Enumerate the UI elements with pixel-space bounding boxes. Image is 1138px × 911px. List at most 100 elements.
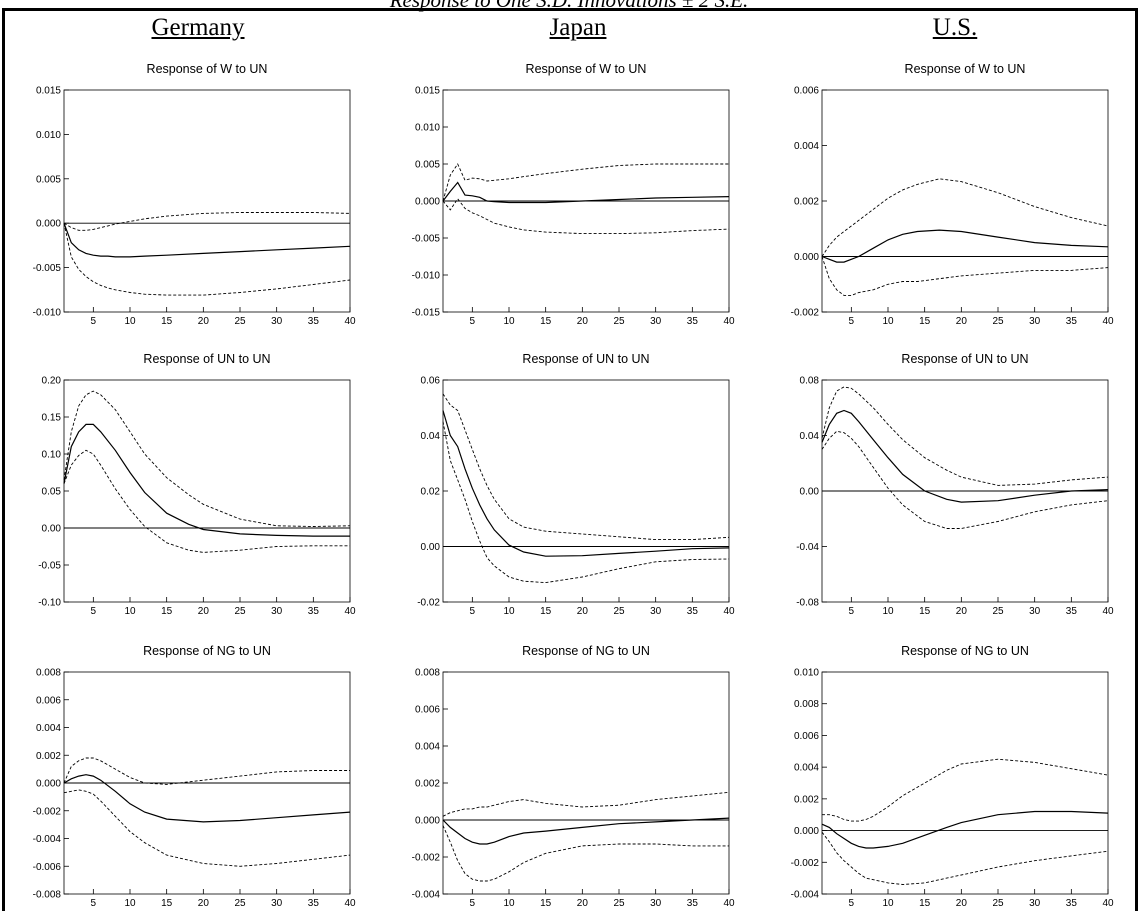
y-tick-label: 0.005 xyxy=(415,160,440,171)
y-tick-label: 0.000 xyxy=(36,219,61,230)
y-tick-label: -0.002 xyxy=(791,308,820,319)
x-tick-label: 15 xyxy=(919,316,931,327)
x-tick-label: 25 xyxy=(992,898,1004,909)
x-tick-label: 10 xyxy=(882,606,894,617)
y-tick-label: 0.008 xyxy=(794,699,819,710)
response-line xyxy=(63,774,351,823)
panel-title: Response of UN to UN xyxy=(901,352,1028,366)
x-tick-label: 25 xyxy=(234,606,246,617)
y-tick-label: 0.00 xyxy=(421,542,441,553)
y-tick-label: -0.05 xyxy=(38,561,61,572)
x-tick-label: 35 xyxy=(1066,316,1078,327)
x-tick-label: 35 xyxy=(687,898,699,909)
x-tick-label: 20 xyxy=(956,898,968,909)
y-tick-label: 0.008 xyxy=(415,668,440,679)
response-line xyxy=(63,423,350,537)
confidence-band-line xyxy=(442,825,729,882)
y-tick-label: 0.015 xyxy=(36,86,61,97)
x-tick-label: 40 xyxy=(344,316,356,327)
confidence-band-line xyxy=(821,178,1109,257)
x-tick-label: 40 xyxy=(723,316,735,327)
chart-panel: Response of UN to UN -0.02 0.00 0.02 0.04 0.0… xyxy=(417,352,735,617)
y-tick-label: 0.000 xyxy=(415,197,440,208)
y-tick-label: -0.10 xyxy=(38,598,61,609)
y-tick-label: 0.000 xyxy=(794,826,819,837)
x-tick-label: 5 xyxy=(91,898,97,909)
y-tick-label: 0.10 xyxy=(42,450,62,461)
y-tick-label: 0.000 xyxy=(36,779,61,790)
x-tick-label: 15 xyxy=(919,898,931,909)
y-tick-label: -0.002 xyxy=(33,806,62,817)
x-tick-label: 15 xyxy=(540,606,552,617)
x-tick-label: 15 xyxy=(161,898,173,909)
y-tick-label: 0.004 xyxy=(36,723,61,734)
x-tick-label: 10 xyxy=(503,606,515,617)
panel-title: Response of UN to UN xyxy=(143,352,270,366)
x-tick-label: 5 xyxy=(849,316,855,327)
y-tick-label: -0.004 xyxy=(33,834,62,845)
y-tick-label: 0.006 xyxy=(415,705,440,716)
x-tick-label: 30 xyxy=(1029,898,1041,909)
panel-title: Response of NG to UN xyxy=(143,644,271,658)
response-line xyxy=(821,810,1109,849)
x-tick-label: 40 xyxy=(344,606,356,617)
x-tick-label: 20 xyxy=(577,316,589,327)
confidence-band-line xyxy=(442,198,730,235)
y-tick-label: -0.005 xyxy=(412,234,441,245)
y-tick-label: -0.004 xyxy=(412,890,441,901)
x-tick-label: 40 xyxy=(1102,898,1114,909)
y-tick-label: -0.008 xyxy=(33,890,62,901)
x-tick-label: 5 xyxy=(849,606,855,617)
confidence-band-line xyxy=(63,390,351,527)
y-tick-label: 0.00 xyxy=(42,524,62,535)
chart-panel: Response of W to UN -0.010 -0.005 0.000 0.00… xyxy=(33,62,356,327)
x-tick-label: 30 xyxy=(271,606,283,617)
plot-frame xyxy=(442,379,730,603)
x-tick-label: 30 xyxy=(271,898,283,909)
x-tick-label: 25 xyxy=(613,898,625,909)
y-tick-label: 0.004 xyxy=(794,141,819,152)
confidence-band-line xyxy=(63,757,350,785)
x-tick-label: 5 xyxy=(470,898,476,909)
x-tick-label: 40 xyxy=(1102,316,1114,327)
panel-title: Response of W to UN xyxy=(526,62,647,76)
confidence-band-line xyxy=(63,212,351,231)
confidence-band-line xyxy=(63,223,351,296)
column-title-us: U.S. xyxy=(932,14,978,41)
plot-frame xyxy=(63,379,351,603)
y-tick-label: -0.006 xyxy=(33,862,62,873)
plot-frame xyxy=(63,89,351,313)
x-tick-label: 15 xyxy=(161,316,173,327)
response-line xyxy=(442,817,730,845)
x-tick-label: 5 xyxy=(470,606,476,617)
y-tick-label: 0.000 xyxy=(794,252,819,263)
x-tick-label: 30 xyxy=(1029,316,1041,327)
x-tick-label: 20 xyxy=(577,606,589,617)
x-tick-label: 5 xyxy=(849,898,855,909)
panel-title: Response of W to UN xyxy=(147,62,268,76)
x-tick-label: 15 xyxy=(540,316,552,327)
panel-title: Response of NG to UN xyxy=(901,644,1029,658)
y-tick-label: -0.08 xyxy=(796,598,819,609)
y-tick-label: 0.010 xyxy=(415,123,440,134)
chart-panel: Response of NG to UN -0.004 -0.002 0.000 0.0… xyxy=(791,644,1114,909)
y-tick-label: -0.004 xyxy=(791,890,820,901)
x-tick-label: 40 xyxy=(723,898,735,909)
response-line xyxy=(821,229,1109,263)
x-tick-label: 10 xyxy=(503,316,515,327)
x-tick-label: 15 xyxy=(540,898,552,909)
y-tick-label: 0.02 xyxy=(421,487,441,498)
chart-panel: Response of W to UN -0.002 0.000 0.002 0.004… xyxy=(791,62,1114,327)
y-tick-label: 0.010 xyxy=(794,668,819,679)
chart-panel: Response of W to UN -0.015 -0.010 -0.005 0.0… xyxy=(412,62,735,327)
y-tick-label: -0.04 xyxy=(796,542,819,553)
panel-title: Response of W to UN xyxy=(905,62,1026,76)
x-tick-label: 40 xyxy=(723,606,735,617)
panel-title: Response of UN to UN xyxy=(522,352,649,366)
x-tick-label: 5 xyxy=(91,316,97,327)
confidence-band-line xyxy=(822,758,1109,822)
confidence-band-line xyxy=(821,386,1109,486)
y-tick-label: -0.015 xyxy=(412,308,441,319)
confidence-band-line xyxy=(442,393,730,541)
chart-panel: Response of NG to UN -0.008 -0.006 -0.004 -0… xyxy=(33,644,356,909)
